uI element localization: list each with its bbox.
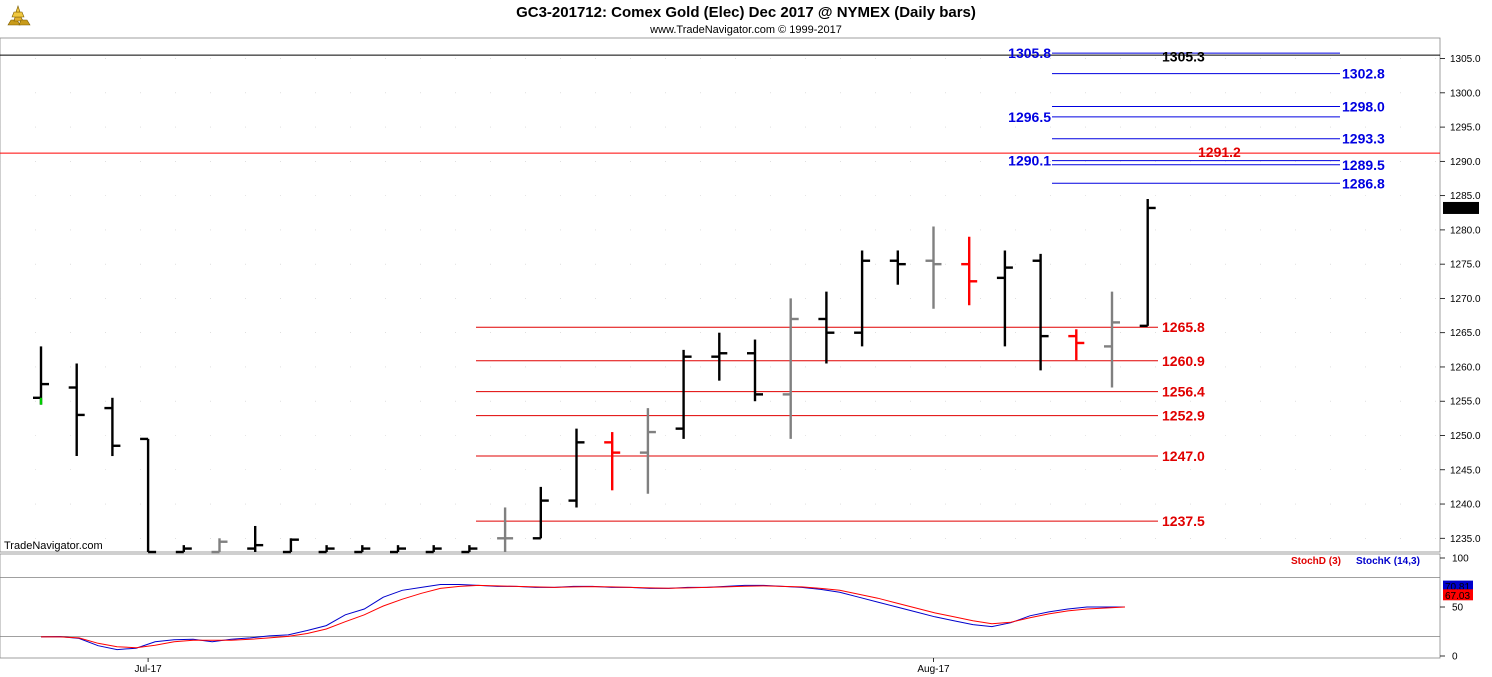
y-tick-label: 1290.0 [1450,157,1481,168]
ohlc-bar [175,545,192,554]
y-tick-label: 1245.0 [1450,465,1481,476]
header: GC3-201712: Comex Gold (Elec) Dec 2017 @… [7,4,976,36]
x-tick-label: Aug-17 [917,664,950,675]
ohlc-bar [1068,329,1085,361]
chart-title: GC3-201712: Comex Gold (Elec) Dec 2017 @… [516,4,976,21]
chart-subtitle: www.TradeNavigator.com © 1999-2017 [649,24,842,36]
ohlc-bar [889,250,906,285]
ohlc-bar [711,332,728,381]
fib-level-label: 1289.5 [1342,157,1385,173]
price-panel [0,37,1441,553]
support-level-label: 1260.9 [1162,353,1205,369]
ohlc-bar [104,397,121,457]
stoch-k-last-box [1443,580,1473,592]
stoch-k-last-label: 70.81 [1445,582,1470,593]
stochastic-legend: StochD (3) StochK (14,3) [1291,556,1420,567]
legend-stoch-d: StochD (3) [1291,556,1341,567]
ohlc-bar [282,538,299,554]
watermark-text: TradeNavigator.com [4,540,103,552]
stoch-series-line [41,584,1126,649]
fib-level-label: 1298.0 [1342,99,1385,115]
support-level-label: 1256.4 [1162,384,1205,400]
ohlc-bar [961,236,978,306]
y-tick-label: 1300.0 [1450,88,1481,99]
level-label-black: 1305.3 [1162,49,1205,65]
fib-level-label: 1293.3 [1342,131,1385,147]
ohlc-bar [1032,253,1049,371]
ohlc-bar [854,250,871,347]
stoch-y-tick-label: 0 [1452,652,1458,663]
last-price-box [1443,201,1479,214]
x-axis: Jul-17 Aug-17 [134,658,950,675]
x-tick-label: Jul-17 [134,664,162,675]
stochastic-panel [0,553,1441,659]
ohlc-bar [425,545,442,554]
support-level-label: 1247.0 [1162,448,1205,464]
y-tick-label: 1275.0 [1450,260,1481,271]
y-tick-label: 1260.0 [1450,362,1481,373]
ohlc-bar [996,250,1013,347]
ohlc-bar [33,346,49,405]
y-tick-label: 1305.0 [1450,54,1481,65]
ohlc-bar [568,428,585,508]
stoch-d-last-label: 67.03 [1445,591,1470,602]
y-tick-label: 1285.0 [1450,191,1481,202]
y-tick-label: 1250.0 [1450,431,1481,442]
y-tick-label: 1235.0 [1450,534,1481,545]
ohlc-bar [390,545,406,554]
ohlc-bar [639,408,656,494]
y-tick-label: 1295.0 [1450,123,1481,134]
ohlc-bar [818,291,835,364]
support-level-label: 1265.8 [1162,319,1205,335]
ohlc-bar [354,545,371,554]
ohlc-bar [747,339,763,402]
fib-level-label: 1302.8 [1342,66,1385,82]
support-level-label: 1237.5 [1162,513,1205,529]
stoch-d-last-box [1443,589,1473,601]
y-tick-label: 1255.0 [1450,397,1481,408]
support-level-label: 1252.9 [1162,408,1205,424]
y-tick-label: 1240.0 [1450,500,1481,511]
ohlc-bar [1139,199,1156,328]
ohlc-bar [532,486,549,540]
stoch-y-tick-label: 100 [1452,554,1469,565]
y-tick-label: 1265.0 [1450,328,1481,339]
ohlc-bar [68,363,85,457]
price-y-axis: 1235.0 1240.0 1245.0 1250.0 1255.0 1260.0 1265… [1440,54,1481,545]
ohlc-bar [604,432,621,491]
stoch-y-tick-label: 50 [1452,603,1464,614]
stochastic-gridlines [0,577,1440,637]
y-tick-label: 1280.0 [1450,225,1481,236]
ohlc-bar [211,538,228,554]
ohlc-bar [461,545,478,554]
ohlc-bar [675,349,692,439]
level-label-red: 1291.2 [1198,144,1241,160]
fib-level-label: 1286.8 [1342,175,1385,191]
fib-level-label: 1296.5 [1008,109,1051,125]
ohlc-bar [1104,291,1120,388]
last-price-label: 1283.2 [1446,204,1477,215]
stochastic-lines [40,584,1126,651]
legend-stoch-k: StochK (14,3) [1356,556,1420,567]
price-bars [33,199,1156,554]
ohlc-bar [247,525,264,552]
price-level-labels: 1305.8 1296.5 1290.1 1302.8 1298.0 1293.3 1289… [1008,45,1385,529]
fib-level-label: 1290.1 [1008,153,1051,169]
price-level-lines [0,52,1440,522]
ohlc-bar [497,507,514,552]
ohlc-bar [925,226,942,309]
y-tick-label: 1270.0 [1450,294,1481,305]
fib-level-label: 1305.8 [1008,45,1051,61]
ohlc-bar [140,437,157,554]
ohlc-bar [318,545,335,554]
ohlc-bar [782,298,799,439]
gold-bars-logo-icon [7,5,31,26]
